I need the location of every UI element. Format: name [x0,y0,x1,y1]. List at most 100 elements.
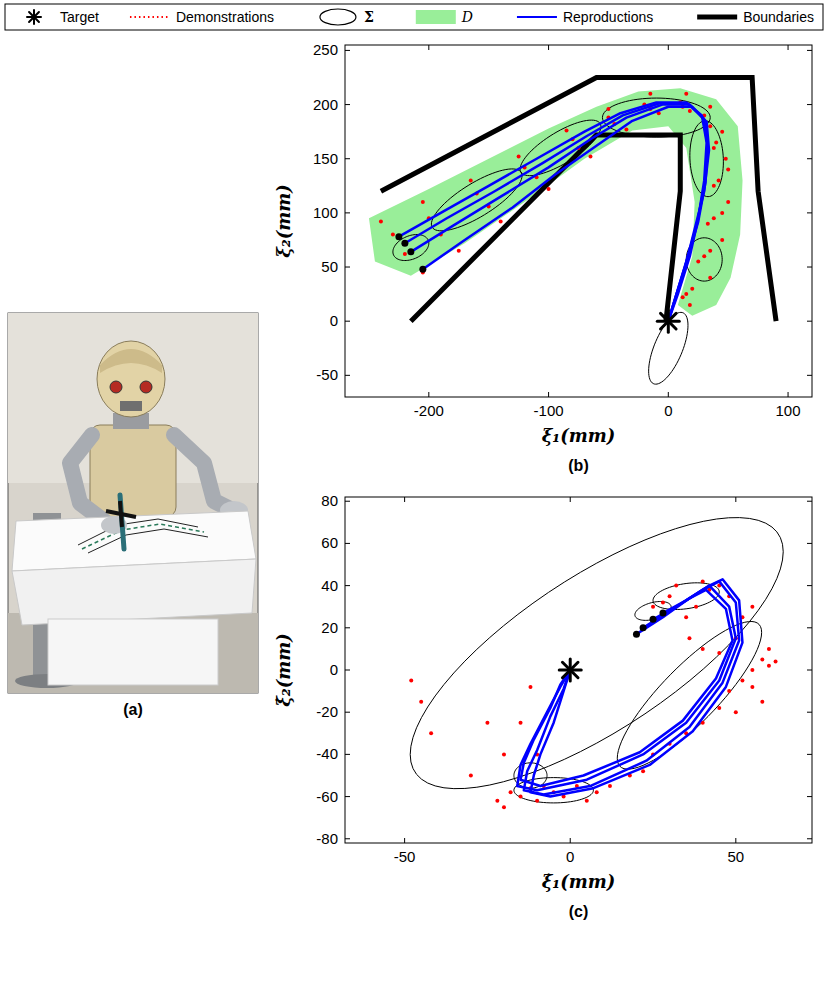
y-tick [345,50,350,51]
y-tick [807,627,812,628]
asterisk-stroke [562,662,578,678]
y-tick-label: 60 [321,534,338,551]
legend-label: Demonstrations [176,9,274,25]
demo-point [565,129,569,133]
demo-point [379,220,383,224]
demo-point [767,664,771,668]
reproduction [521,590,733,786]
demo-point [712,184,716,188]
gaussian-ellipse [410,518,783,789]
demo-point [750,605,754,609]
legend-symbol [517,16,557,18]
demo-point [701,579,705,583]
legend: Target Demonstrations Σ D Reproductions Bound… [5,4,823,30]
robot-torso [90,425,176,517]
demo-point [585,799,589,803]
demo-point [708,276,712,280]
demo-point [588,155,592,159]
demo-point [681,295,685,299]
y-tick [345,267,350,268]
demo-point [419,700,423,704]
plot-frame [345,497,812,843]
demo-point [687,636,691,640]
x-tick [404,497,405,502]
legend-symbol [27,10,41,24]
demo-point [519,795,523,799]
y-tick [807,585,812,586]
y-tick-label: 200 [313,96,338,113]
y-tick [807,267,812,268]
x-axis-label: ξ̇₁(mm) [542,871,616,892]
legend-entry: Boundaries [697,9,814,25]
x-tick [570,838,571,843]
table-cloth [12,559,256,625]
demo-point [641,769,645,773]
x-axis-label: ξ₁(mm) [542,425,616,446]
y-tick-label: 40 [321,577,338,594]
y-tick [345,796,350,797]
legend-label: Target [60,9,99,25]
demo-point [648,92,652,96]
robot-mouth [120,401,142,411]
demo-point [720,211,724,215]
demo-point [391,233,395,237]
plot-area [409,518,783,810]
y-tick [807,501,812,502]
reproduction [524,581,739,794]
demo-point [595,790,599,794]
robot-cap [100,349,162,373]
demo-point [519,721,523,725]
demo-point [688,109,692,113]
demo-point [726,168,730,172]
marker-cross [120,501,122,527]
gaussian-ellipse [431,169,522,231]
demo-point [750,668,754,672]
demo-point [684,292,688,296]
legend-box [5,4,823,30]
y-tick [345,585,350,586]
reproduction [405,103,708,321]
legend-entry: Reproductions [517,9,653,25]
x-tick [735,838,736,843]
plot-background [345,497,812,843]
x-tick [428,392,429,397]
demo-point [702,254,706,258]
legend-entry: Target [27,9,99,25]
y-tick-label: 20 [321,619,338,636]
robot-head [97,341,165,417]
demo-point [767,647,771,651]
y-tick [345,501,350,502]
photo-frame [8,313,258,693]
x-tick-label: 0 [566,848,574,865]
gaussian-ellipse [617,622,761,770]
legend-symbol [416,10,456,24]
demo-point [708,105,712,109]
robot-arm [70,435,112,527]
y-tick-label: 50 [321,258,338,275]
demo-point [708,249,712,253]
x-tick [788,45,789,50]
demo-point [740,679,744,683]
y-tick [345,158,350,159]
scatter-plot: -50050-80-60-40-20020406080ξ̇₁(mm)ξ̇₂(mm… [273,492,812,920]
plot-frame [345,45,812,397]
legend-symbol [130,16,170,18]
y-tick [345,104,350,105]
y-tick [807,543,812,544]
demo-point [517,155,521,159]
x-tick [548,45,549,50]
y-tick [345,754,350,755]
robot-arm [174,435,230,509]
x-tick [668,45,669,50]
asterisk-stroke [661,313,677,329]
y-tick [345,321,350,322]
legend-entry: Σ [320,9,374,25]
y-tick [345,712,350,713]
legend-label: D [461,9,473,25]
panel-caption: (b) [568,457,588,474]
y-tick [807,321,812,322]
demonstration [391,100,721,323]
demo-point [694,605,698,609]
y-tick-label: 250 [313,41,338,58]
y-tick [345,543,350,544]
